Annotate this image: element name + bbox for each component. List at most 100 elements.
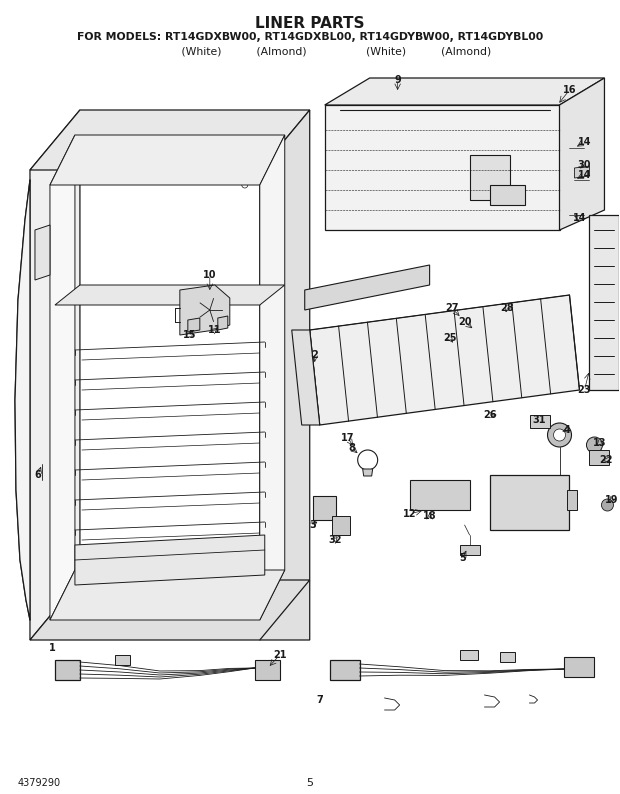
Polygon shape bbox=[75, 535, 265, 585]
Polygon shape bbox=[575, 166, 590, 178]
Circle shape bbox=[62, 187, 68, 193]
Polygon shape bbox=[30, 110, 80, 640]
Polygon shape bbox=[469, 155, 510, 200]
Circle shape bbox=[387, 134, 443, 190]
Circle shape bbox=[587, 437, 603, 453]
Circle shape bbox=[601, 499, 613, 511]
Text: 2: 2 bbox=[311, 350, 318, 360]
Circle shape bbox=[570, 175, 580, 185]
Polygon shape bbox=[564, 657, 595, 677]
Polygon shape bbox=[115, 655, 130, 665]
Polygon shape bbox=[55, 285, 285, 305]
Circle shape bbox=[242, 182, 248, 188]
Polygon shape bbox=[490, 185, 525, 205]
Polygon shape bbox=[50, 570, 285, 620]
Text: 1: 1 bbox=[48, 643, 55, 653]
Text: 25: 25 bbox=[443, 333, 456, 343]
Polygon shape bbox=[218, 316, 228, 330]
Text: 19: 19 bbox=[604, 495, 618, 505]
Polygon shape bbox=[188, 318, 200, 332]
Text: 26: 26 bbox=[483, 410, 497, 420]
Polygon shape bbox=[363, 469, 373, 476]
Polygon shape bbox=[529, 415, 549, 428]
Text: 21: 21 bbox=[273, 650, 286, 660]
Polygon shape bbox=[15, 180, 30, 620]
Polygon shape bbox=[410, 480, 469, 510]
Circle shape bbox=[433, 488, 446, 502]
Polygon shape bbox=[567, 490, 577, 510]
Text: 17: 17 bbox=[341, 433, 355, 443]
Text: 10: 10 bbox=[203, 270, 216, 280]
Text: 27: 27 bbox=[445, 303, 458, 313]
Polygon shape bbox=[330, 660, 360, 680]
Polygon shape bbox=[590, 450, 609, 465]
Text: 23: 23 bbox=[578, 385, 591, 395]
Text: 14: 14 bbox=[578, 137, 591, 147]
Text: 11: 11 bbox=[208, 325, 221, 335]
Text: 32: 32 bbox=[328, 535, 342, 545]
Text: 6: 6 bbox=[35, 470, 42, 480]
Polygon shape bbox=[325, 78, 604, 105]
Circle shape bbox=[194, 294, 226, 326]
Text: 3: 3 bbox=[309, 520, 316, 530]
Circle shape bbox=[554, 429, 565, 441]
Text: 30: 30 bbox=[578, 160, 591, 170]
Polygon shape bbox=[260, 135, 285, 620]
Text: 4: 4 bbox=[564, 425, 571, 435]
Circle shape bbox=[333, 109, 340, 115]
Circle shape bbox=[547, 423, 572, 447]
Text: 14: 14 bbox=[573, 213, 587, 223]
Polygon shape bbox=[180, 285, 230, 335]
Circle shape bbox=[164, 556, 176, 568]
Circle shape bbox=[52, 142, 58, 148]
Polygon shape bbox=[50, 135, 75, 620]
Text: 9: 9 bbox=[394, 75, 401, 85]
Text: 20: 20 bbox=[458, 317, 471, 327]
Polygon shape bbox=[30, 110, 310, 170]
Text: 8: 8 bbox=[348, 443, 355, 453]
Circle shape bbox=[389, 85, 405, 101]
Text: LINER PARTS: LINER PARTS bbox=[255, 16, 365, 31]
Polygon shape bbox=[55, 660, 80, 680]
Text: 7: 7 bbox=[316, 695, 323, 705]
Polygon shape bbox=[325, 105, 559, 230]
Circle shape bbox=[374, 122, 454, 202]
Polygon shape bbox=[310, 295, 580, 425]
Polygon shape bbox=[459, 545, 480, 555]
Polygon shape bbox=[50, 135, 285, 185]
Polygon shape bbox=[292, 330, 320, 425]
Polygon shape bbox=[312, 496, 335, 520]
Text: 16: 16 bbox=[563, 85, 576, 95]
Text: 5: 5 bbox=[459, 553, 466, 563]
Text: (White)          (Almond)                 (White)          (Almond): (White) (Almond) (White) (Almond) bbox=[128, 46, 491, 56]
Text: 28: 28 bbox=[501, 303, 515, 313]
Text: 15: 15 bbox=[183, 330, 197, 340]
Polygon shape bbox=[500, 652, 515, 662]
Text: FOR MODELS: RT14GDXBW00, RT14GDXBL00, RT14GDYBW00, RT14GDYBL00: FOR MODELS: RT14GDXBW00, RT14GDXBL00, RT… bbox=[77, 32, 543, 42]
Polygon shape bbox=[255, 660, 280, 680]
Polygon shape bbox=[559, 78, 604, 230]
Circle shape bbox=[394, 90, 401, 97]
Text: 12: 12 bbox=[403, 509, 417, 519]
Circle shape bbox=[227, 127, 232, 133]
Text: 18: 18 bbox=[423, 511, 436, 521]
Text: 22: 22 bbox=[600, 455, 613, 465]
Polygon shape bbox=[260, 110, 310, 640]
Polygon shape bbox=[332, 516, 350, 535]
Polygon shape bbox=[30, 580, 310, 640]
Polygon shape bbox=[35, 225, 50, 280]
Circle shape bbox=[310, 355, 320, 365]
Circle shape bbox=[512, 492, 528, 508]
Text: 14: 14 bbox=[578, 170, 591, 180]
Text: 31: 31 bbox=[533, 415, 546, 425]
Polygon shape bbox=[459, 650, 477, 660]
Circle shape bbox=[564, 143, 575, 153]
Circle shape bbox=[358, 450, 378, 470]
Text: 4379290: 4379290 bbox=[18, 778, 61, 788]
Text: 5: 5 bbox=[306, 778, 313, 788]
Text: 13: 13 bbox=[593, 438, 606, 448]
Circle shape bbox=[551, 109, 558, 115]
Circle shape bbox=[564, 210, 575, 220]
Circle shape bbox=[38, 456, 46, 464]
Circle shape bbox=[500, 189, 513, 201]
